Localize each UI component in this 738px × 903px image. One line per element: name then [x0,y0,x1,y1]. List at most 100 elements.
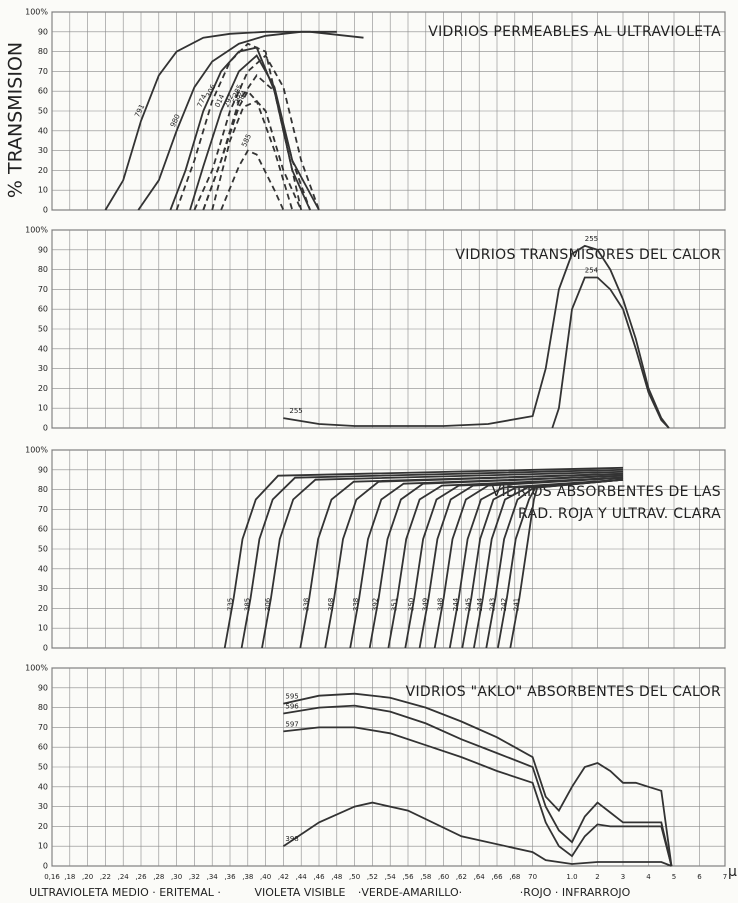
curve-label: 338 [302,598,310,611]
curve [283,692,673,867]
y-tick-label: 90 [38,465,48,474]
curve [497,478,624,649]
curve-label: 595 [285,693,298,701]
x-tick-label: ,24 [118,873,130,881]
x-tick-label: 0,16 [44,873,60,881]
y-tick-label: 0 [43,424,48,433]
x-tick-label: 1.0 [566,873,577,881]
y-tick-label: 0 [43,862,48,871]
curve-label: 350 [407,598,415,611]
curve [223,466,624,649]
curve [473,478,624,649]
x-unit: μ [728,864,737,880]
x-tick-label: ,50 [349,873,360,881]
x-region-label: VIOLETA VISIBLE [254,886,345,899]
curve [189,54,320,211]
y-tick-label: 70 [38,67,48,76]
curve [104,30,364,211]
y-tick-label: 80 [38,703,48,712]
y-tick-label: 50 [38,545,48,554]
y-tick-label: 30 [38,584,48,593]
curve [193,54,320,211]
curve-label: 243 [488,598,496,611]
x-region-label: ULTRAVIOLETA MEDIO · ERITEMAL · [29,886,221,899]
curve-label: 398 [285,835,298,843]
x-tick-label: ,58 [420,873,431,881]
y-tick-label: 20 [38,822,48,831]
y-tick-label: 20 [38,384,48,393]
x-tick-label: ,68 [509,873,520,881]
y-tick-label: 70 [38,505,48,514]
curve [261,470,624,649]
curve [169,46,311,211]
y-tick-label: 50 [38,763,48,772]
curve [240,468,624,649]
curve [418,476,624,649]
x-tick-label: ,22 [100,873,111,881]
y-tick-label: 20 [38,604,48,613]
x-tick-label: ,64 [474,873,486,881]
curve-label: 385 [244,598,252,611]
x-tick-label: 4 [646,873,651,881]
curve [175,42,303,211]
x-region-label: ·VERDE-AMARILLO· [358,886,462,899]
x-tick-label: ,62 [456,873,467,881]
y-tick-label: 90 [38,683,48,692]
curve-label: 349 [422,598,430,611]
y-tick-label: 60 [38,743,48,752]
x-tick-label: ,36 [224,873,236,881]
x-region-label: ·ROJO · INFRARROJO [520,886,631,899]
curve [211,99,294,211]
curve [220,149,285,211]
y-tick-label: 80 [38,265,48,274]
y-tick-label: 100% [25,226,48,235]
y-tick-label: 50 [38,107,48,116]
curve-label: 244 [452,597,460,611]
y-tick-label: 40 [38,126,48,135]
y-tick-label: 70 [38,723,48,732]
curve-label: 242 [500,598,508,611]
curve-label: 338 [352,598,360,611]
x-tick-label: ,32 [189,873,200,881]
x-tick-label: ,48 [331,873,342,881]
x-tick-label: ,66 [491,873,503,881]
y-tick-label: 90 [38,245,48,254]
x-tick-label: 3 [621,873,625,881]
curve [509,478,624,649]
y-tick-label: 40 [38,782,48,791]
curve [202,89,303,211]
curve-label: 255 [289,407,302,415]
curve-label: 254 [585,267,599,275]
curve [461,478,624,649]
x-tick-label: ,60 [438,873,449,881]
y-tick-label: 30 [38,364,48,373]
x-tick-label: 5 [672,873,676,881]
x-tick-label: ,34 [207,873,219,881]
y-tick-label: 60 [38,87,48,96]
y-tick-label: 10 [38,624,48,633]
curve [551,276,670,429]
curve [368,474,624,649]
x-tick-label: ,52 [367,873,378,881]
y-tick-label: 100% [25,664,48,673]
y-tick-label: 0 [43,644,48,653]
x-tick-label: ,30 [171,873,182,881]
curve-label: 368 [327,598,335,611]
y-tick-label: 20 [38,166,48,175]
y-tick-label: 30 [38,802,48,811]
curve-label: 241 [512,598,520,611]
y-tick-label: 10 [38,842,48,851]
y-tick-label: 100% [25,446,48,455]
y-tick-label: 80 [38,47,48,56]
x-tick-label: 7 [723,873,727,881]
x-tick-label: 2 [595,873,599,881]
curve [349,474,624,649]
y-tick-label: 40 [38,564,48,573]
curve-label: 597 [285,720,298,728]
curve-label: 585 [240,133,253,149]
curve-label: 306 [264,597,272,611]
y-tick-label: 60 [38,525,48,534]
curve-label: 348 [437,598,445,611]
x-tick-label: ,18 [64,873,75,881]
